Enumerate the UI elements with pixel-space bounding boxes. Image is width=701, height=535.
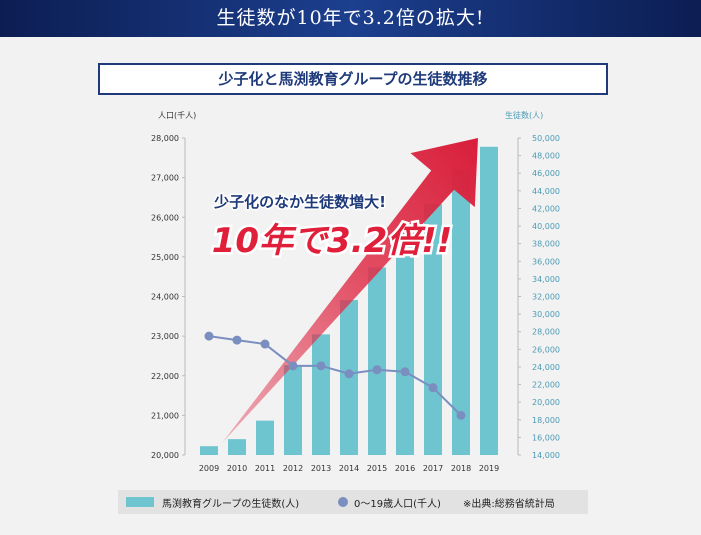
chart-title: 少子化と馬渕教育グループの生徒数推移 [98, 63, 608, 95]
banner-title: 生徒数が10年で3.2倍の拡大! [0, 0, 701, 37]
left-tick-label: 22,000 [151, 372, 179, 381]
x-tick-label: 2015 [367, 464, 387, 473]
population-point [260, 339, 270, 349]
x-tick-label: 2017 [423, 464, 443, 473]
bar-2009 [200, 446, 218, 455]
right-tick-label: 42,000 [532, 204, 560, 213]
population-point [428, 383, 438, 393]
legend-source: ※出典:総務省統計局 [463, 499, 555, 510]
population-line [208, 335, 462, 417]
bar-2010 [228, 439, 246, 455]
right-tick-label: 50,000 [532, 134, 560, 143]
right-tick-label: 38,000 [532, 240, 560, 249]
right-tick-label: 32,000 [532, 293, 560, 302]
x-tick-label: 2009 [199, 464, 219, 473]
annotation-line2: 10年で3.2倍!! [212, 221, 453, 261]
population-point [372, 365, 382, 375]
bar-2012 [284, 365, 302, 455]
right-tick-label: 16,000 [532, 433, 560, 442]
population-point [288, 361, 298, 371]
right-tick-label: 28,000 [532, 328, 560, 337]
annotation-line1: 少子化のなか生徒数増大! [213, 193, 386, 211]
left-tick-label: 23,000 [151, 332, 179, 341]
legend-bar-swatch [126, 497, 154, 507]
left-tick-label: 20,000 [151, 451, 179, 460]
right-tick-label: 48,000 [532, 152, 560, 161]
left-tick-label: 21,000 [151, 411, 179, 420]
right-tick-label: 44,000 [532, 187, 560, 196]
x-tick-label: 2011 [255, 464, 275, 473]
right-tick-label: 22,000 [532, 381, 560, 390]
population-point [204, 331, 214, 341]
right-tick-label: 46,000 [532, 169, 560, 178]
x-tick-label: 2013 [311, 464, 331, 473]
population-point [232, 335, 242, 345]
bar-2011 [256, 420, 274, 455]
bar-2019 [480, 146, 498, 456]
right-tick-label: 20,000 [532, 398, 560, 407]
legend: 馬渕教育グループの生徒数(人) 0〜19歳人口(千人) ※出典:総務省統計局 [118, 490, 588, 514]
left-tick-label: 25,000 [151, 253, 179, 262]
legend-bar-label: 馬渕教育グループの生徒数(人) [162, 499, 300, 510]
right-tick-label: 26,000 [532, 345, 560, 354]
right-tick-label: 24,000 [532, 363, 560, 372]
x-tick-label: 2016 [395, 464, 415, 473]
x-tick-label: 2014 [339, 464, 359, 473]
population-point [400, 367, 410, 377]
right-tick-label: 30,000 [532, 310, 560, 319]
right-tick-label: 36,000 [532, 257, 560, 266]
growth-arrow [222, 138, 478, 443]
bar-2016 [396, 226, 414, 455]
bar-2018 [452, 169, 470, 455]
left-tick-label: 27,000 [151, 174, 179, 183]
bar-2013 [312, 334, 330, 455]
population-point [344, 369, 354, 379]
left-axis-label: 人口(千人) [158, 110, 196, 120]
population-point [316, 361, 326, 371]
x-tick-label: 2010 [227, 464, 247, 473]
population-point [456, 410, 466, 420]
right-tick-label: 14,000 [532, 451, 560, 460]
right-tick-label: 18,000 [532, 416, 560, 425]
left-tick-label: 24,000 [151, 293, 179, 302]
bar-2015 [368, 267, 386, 455]
x-tick-label: 2019 [479, 464, 499, 473]
left-tick-label: 28,000 [151, 134, 179, 143]
right-tick-label: 34,000 [532, 275, 560, 284]
x-tick-label: 2012 [283, 464, 303, 473]
legend-line-label: 0〜19歳人口(千人) [354, 499, 441, 510]
right-axis-label: 生徒数(人) [505, 110, 543, 120]
right-tick-label: 40,000 [532, 222, 560, 231]
x-tick-label: 2018 [451, 464, 471, 473]
left-tick-label: 26,000 [151, 213, 179, 222]
legend-line-swatch [338, 497, 348, 507]
